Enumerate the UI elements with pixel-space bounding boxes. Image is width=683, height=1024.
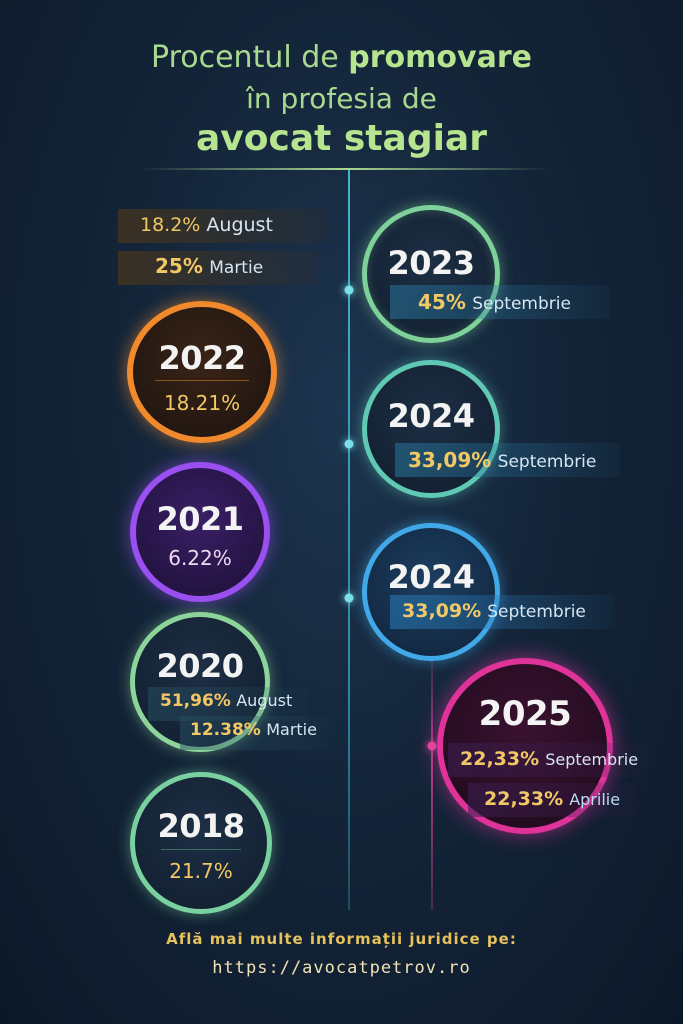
stat-2021: 6.22% [168, 546, 232, 570]
top-stat-august: 18.2% August [140, 214, 273, 236]
stat-2024-b: 33,09% Septembrie [402, 600, 586, 622]
year-circle-2021: 2021 6.22% [130, 462, 270, 602]
stat-2022: 18.21% [163, 391, 241, 415]
timeline-dot [427, 741, 437, 751]
circle-divider [155, 380, 249, 381]
circle-divider [161, 849, 241, 850]
stat-band [448, 743, 648, 777]
stat-band [390, 595, 615, 629]
footer-link[interactable]: https://avocatpetrov.ro [212, 958, 471, 978]
stat-band [390, 285, 610, 319]
stat-band [180, 716, 330, 750]
stat-band [118, 251, 318, 285]
title-divider [140, 168, 550, 170]
timeline-dot [344, 439, 354, 449]
stat-band [118, 209, 328, 243]
title-line-3: avocat stagiar [196, 118, 487, 159]
year-circle-2022: 2022 18.21% [127, 301, 277, 443]
stat-band [148, 687, 308, 721]
stat-2023: 45% Septembrie [418, 290, 571, 314]
timeline-dot [344, 285, 354, 295]
stat-band [395, 443, 620, 477]
title-line-2: în profesia de [246, 82, 437, 115]
top-stat-martie: 25% Martie [155, 254, 264, 278]
stat-2020-martie: 12.38% Martie [190, 720, 317, 740]
stat-2020-august: 51,96% August [160, 691, 293, 711]
timeline-branch [431, 660, 433, 910]
timeline-axis [348, 170, 350, 910]
footer-text: Află mai multe informații juridice pe: [166, 930, 517, 948]
stat-2018: 21.7% [169, 859, 233, 883]
year-circle-2024-a: 2024 [362, 360, 500, 498]
stat-2024-a: 33,09% Septembrie [408, 448, 597, 472]
year-circle-2024-b: 2024 [362, 523, 500, 661]
stat-2025-septembrie: 22,33% Septembrie [460, 748, 639, 770]
stat-2025-aprilie: 22,33% Aprilie [484, 788, 621, 810]
title-line-1: Procentul de promovare [151, 40, 532, 75]
stat-band [468, 783, 638, 817]
timeline-dot [344, 593, 354, 603]
year-circle-2023: 2023 [362, 205, 500, 343]
year-circle-2018: 2018 21.7% [130, 772, 272, 914]
